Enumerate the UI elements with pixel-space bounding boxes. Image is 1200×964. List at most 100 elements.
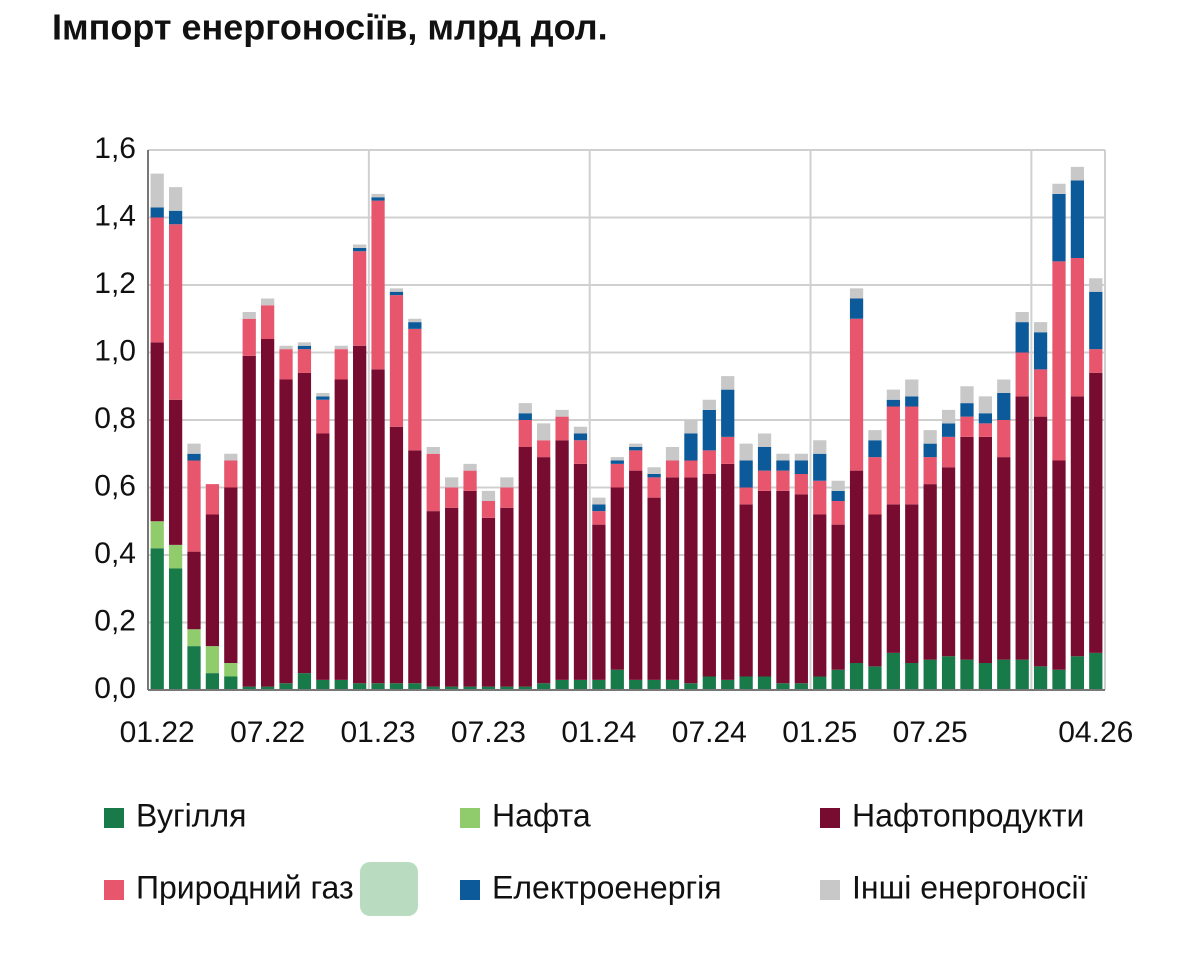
bar-segment [389,426,404,684]
bar-segment [260,305,275,339]
bar-segment [849,288,864,299]
x-tick-label: 07.25 [893,716,968,749]
bar-segment [260,339,275,687]
bar-segment [518,413,532,420]
bar-segment [776,490,790,684]
bar-segment [849,470,864,663]
y-tick-label: 0,6 [94,469,136,502]
bar-segment [813,453,827,481]
bar-segment [905,663,919,690]
bar-segment [592,511,606,525]
bar-segment [610,460,624,464]
bar-segment [721,679,735,690]
bar-segment [739,460,753,488]
bar-segment [1015,396,1029,660]
bar-segment [168,210,183,225]
bar-segment [1089,291,1103,350]
bar-segment [739,487,753,505]
bar-segment [555,416,569,441]
bar-segment [481,501,496,518]
bar-segment [353,244,367,248]
bar-segment [518,403,532,414]
bar-segment [205,484,220,515]
bar-segment [978,396,993,414]
x-tick-label: 07.22 [230,716,305,749]
bar-segment [868,666,882,690]
bar-segment [371,369,385,684]
bar-segment [279,683,293,690]
bar-segment [905,504,919,663]
bar-segment [997,379,1011,393]
bar-segment [776,470,790,491]
bar-segment [316,393,330,397]
bar-segment [187,551,201,630]
bar-segment [610,457,624,461]
bar-segment [334,379,348,680]
bar-segment [537,683,551,690]
bar-segment [168,224,183,400]
bar-segment [1052,193,1066,262]
bar-segment [997,393,1011,420]
bar-segment [168,399,183,545]
bar-segment [868,440,882,458]
bar-segment [537,440,551,458]
bar-segment [868,514,882,667]
legend-swatch [104,808,124,828]
bar-segment [684,460,698,478]
bar-segment [702,399,716,410]
x-tick-label: 01.24 [561,716,636,749]
bar-segment [849,298,864,319]
bar-segment [1070,258,1085,397]
bar-segment [224,453,238,461]
bar-segment [187,443,201,454]
bar-segment [555,440,569,680]
bar-segment [923,457,937,485]
bar-segment [445,507,459,687]
bar-segment [592,504,606,512]
bar-segment [279,349,293,380]
bar-segment [886,406,900,505]
legend-label: Електроенергія [492,869,722,905]
bar-segment [334,679,348,690]
bar-segment [426,453,440,512]
highlight [360,862,418,916]
bar-segment [721,376,735,390]
bar-segment [205,646,220,674]
bar-segment [463,463,477,471]
bar-segment [573,679,588,690]
bar-segment [794,474,808,495]
bar-segment [629,450,643,471]
bar-segment [997,457,1011,660]
bar-segment [297,345,312,350]
x-tick-label: 01.22 [120,716,195,749]
y-tick-label: 0,0 [94,672,136,705]
bar-segment [684,683,698,690]
bar-segment [150,207,164,218]
legend-swatch [104,880,124,900]
bar-segment [187,646,201,690]
bar-segment [297,342,312,346]
bar-segment [187,460,201,552]
bar-segment [776,460,790,471]
bar-segment [757,490,772,677]
bar-segment [684,433,698,461]
bar-segment [794,453,808,461]
y-tick-label: 0,8 [94,402,136,435]
bar-segment [1015,352,1029,397]
bar-segment [941,467,956,657]
bar-segment [224,676,238,690]
bar-segment [187,453,201,461]
x-tick-label: 07.24 [672,716,747,749]
x-tick-label: 07.23 [451,716,526,749]
bar-segment [629,470,643,680]
bar-segment [1015,659,1029,690]
bar-segment [610,487,624,670]
bar-segment [224,460,238,488]
bar-segment [665,447,680,461]
bar-segment [297,673,312,690]
bar-segment [168,187,183,211]
bar-segment [297,372,312,674]
bar-segment [316,679,330,690]
bar-segment [702,474,716,677]
bar-segment [168,568,183,690]
